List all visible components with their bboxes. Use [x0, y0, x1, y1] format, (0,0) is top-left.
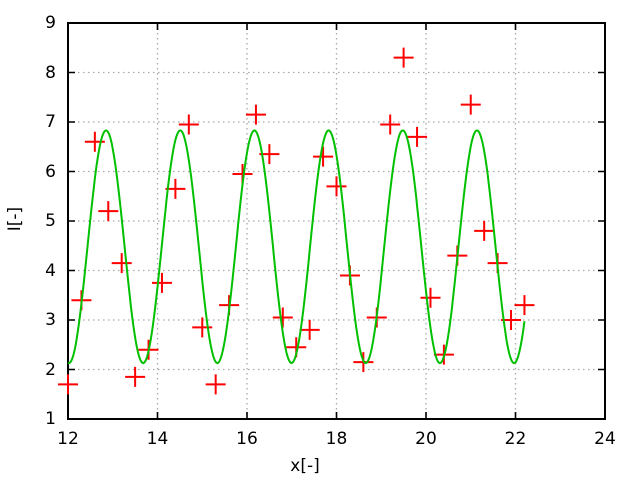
y-tick-label: 3: [45, 310, 56, 330]
x-tick-label: 18: [325, 429, 348, 449]
y-tick-label: 7: [45, 112, 56, 132]
y-tick-label: 6: [45, 161, 56, 182]
y-tick-label: 1: [45, 409, 56, 429]
x-tick-label: 20: [415, 429, 437, 449]
y-tick-label: 8: [45, 62, 56, 83]
x-tick-label: 22: [504, 429, 527, 449]
y-tick-label: 9: [45, 13, 56, 33]
x-axis-label: x[-]: [290, 456, 320, 476]
x-tick-label: 24: [594, 429, 616, 449]
x-tick-label: 14: [146, 429, 169, 449]
y-tick-label: 5: [45, 211, 56, 231]
x-tick-label: 12: [57, 429, 79, 449]
y-tick-label: 2: [45, 359, 56, 380]
y-tick-label: 4: [45, 260, 56, 281]
plot-border: [67, 22, 606, 420]
x-tick-label: 16: [236, 429, 258, 449]
model-curve: [67, 129, 526, 365]
